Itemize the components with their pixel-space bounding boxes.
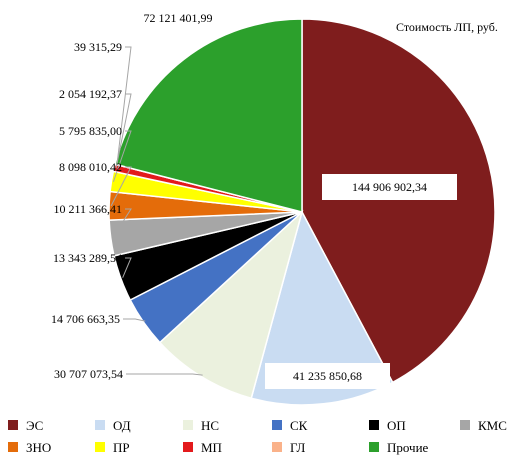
leader-line-slice-4 [123, 318, 146, 322]
legend-swatch-slice-9 [183, 442, 193, 452]
legend-item-slice-9: МП [183, 440, 222, 455]
legend-label-slice-3: НС [201, 418, 219, 433]
data-label-slice-2: 41 235 850,68 [293, 369, 362, 383]
data-label-slice-10: 39 315,29 [74, 40, 122, 54]
legend-swatch-slice-3 [183, 420, 193, 430]
legend-item-slice-8: ПР [95, 440, 130, 455]
legend-label-slice-4: СК [290, 418, 308, 433]
legend-label-slice-1: ЭС [26, 418, 43, 433]
leader-line-slice-3 [126, 373, 203, 376]
data-label-slice-6: 10 211 366,41 [53, 202, 122, 216]
legend-swatch-slice-11 [369, 442, 379, 452]
data-label-slice-7: 8 098 010,42 [59, 160, 122, 174]
legend-label-slice-5: ОП [387, 418, 406, 433]
leader-line-slice-8 [112, 130, 132, 182]
legend-item-slice-4: СК [272, 418, 308, 433]
data-label-slice-3: 30 707 073,54 [54, 367, 123, 381]
legend-label-slice-9: МП [201, 440, 222, 455]
leader-lines [110, 46, 203, 376]
legend-item-slice-11: Прочие [369, 440, 429, 455]
legend-item-slice-1: ЭС [8, 418, 43, 433]
legend-label-slice-2: ОД [113, 418, 131, 433]
legend-label-slice-11: Прочие [387, 440, 429, 455]
legend-swatch-slice-2 [95, 420, 105, 430]
leader-line-slice-9 [115, 93, 132, 169]
data-label-slice-1: 144 906 902,34 [352, 180, 427, 194]
legend-swatch-slice-10 [272, 442, 282, 452]
pie-slice-slice-1 [301, 18, 496, 384]
legend-item-slice-3: НС [183, 418, 219, 433]
data-labels: 144 906 902,34 41 235 850,68 30 707 073,54… [51, 11, 457, 389]
legend-swatch-slice-5 [369, 420, 379, 430]
legend-item-slice-5: ОП [369, 418, 406, 433]
legend-label-slice-6: КМС [478, 418, 507, 433]
data-label-slice-8: 5 795 835,00 [59, 124, 122, 138]
legend-item-slice-6: КМС [460, 418, 507, 433]
legend-swatch-slice-8 [95, 442, 105, 452]
leader-line-slice-6 [112, 208, 132, 239]
legend-item-slice-2: ОД [95, 418, 131, 433]
leader-line-slice-5 [122, 257, 132, 278]
legend-item-slice-7: ЗНО [8, 440, 51, 455]
legend-label-slice-8: ПР [113, 440, 130, 455]
legend-swatch-slice-1 [8, 420, 18, 430]
legend-swatch-slice-4 [272, 420, 282, 430]
legend-label-slice-10: ГЛ [290, 440, 306, 455]
data-label-slice-5: 13 343 289,54 [53, 251, 122, 265]
leader-line-slice-10 [116, 46, 132, 165]
data-label-box-slice-2 [265, 363, 390, 389]
data-label-slice-4: 14 706 663,35 [51, 312, 120, 326]
data-label-slice-11: 72 121 401,99 [144, 11, 213, 25]
data-label-slice-9: 2 054 192,37 [59, 87, 122, 101]
legend-swatch-slice-7 [8, 442, 18, 452]
pie-slice-slice-3 [158, 209, 304, 400]
legend-label-slice-7: ЗНО [26, 440, 51, 455]
chart-title: Стоимость ЛП, руб. [396, 20, 498, 34]
pie-slice-slice-11 [114, 18, 303, 213]
legend-swatch-slice-6 [460, 420, 470, 430]
pie-slices [108, 18, 496, 406]
leader-line-slice-7 [110, 166, 132, 207]
legend: ЭС ОД НС СК ОП КМС ЗНО ПР МП ГЛ Прочие [8, 418, 507, 455]
data-label-box-slice-1 [322, 174, 457, 200]
legend-item-slice-10: ГЛ [272, 440, 306, 455]
